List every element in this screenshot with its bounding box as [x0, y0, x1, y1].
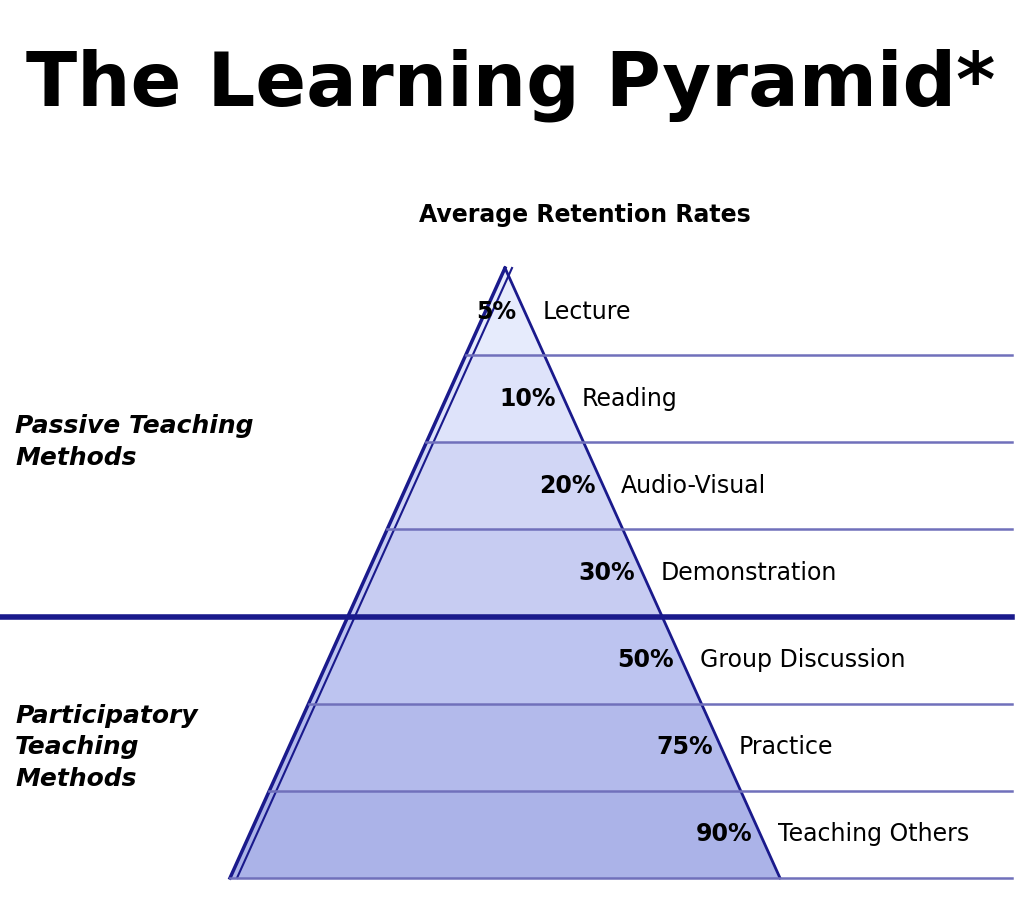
Polygon shape — [230, 791, 780, 878]
Text: 75%: 75% — [657, 736, 713, 760]
Polygon shape — [348, 529, 662, 616]
Text: Practice: Practice — [739, 736, 834, 760]
Text: 90%: 90% — [696, 822, 752, 846]
Text: 50%: 50% — [617, 648, 674, 672]
Text: 30%: 30% — [578, 561, 634, 585]
Text: Reading: Reading — [582, 387, 677, 410]
Text: Teaching Others: Teaching Others — [779, 822, 970, 846]
Text: Average Retention Rates: Average Retention Rates — [419, 203, 751, 227]
Text: 5%: 5% — [477, 299, 517, 323]
Text: Lecture: Lecture — [542, 299, 631, 323]
Text: 10%: 10% — [499, 387, 555, 410]
Text: Audio-Visual: Audio-Visual — [621, 474, 766, 498]
Polygon shape — [309, 616, 702, 704]
Polygon shape — [387, 443, 623, 529]
Text: Group Discussion: Group Discussion — [700, 648, 905, 672]
Text: The Learning Pyramid*: The Learning Pyramid* — [27, 48, 995, 122]
Polygon shape — [465, 268, 544, 355]
Text: Participatory
Teaching
Methods: Participatory Teaching Methods — [15, 704, 197, 791]
Text: Demonstration: Demonstration — [661, 561, 837, 585]
Polygon shape — [269, 704, 741, 791]
Polygon shape — [427, 355, 583, 443]
Text: Passive Teaching
Methods: Passive Teaching Methods — [15, 415, 254, 470]
Text: 20%: 20% — [539, 474, 595, 498]
